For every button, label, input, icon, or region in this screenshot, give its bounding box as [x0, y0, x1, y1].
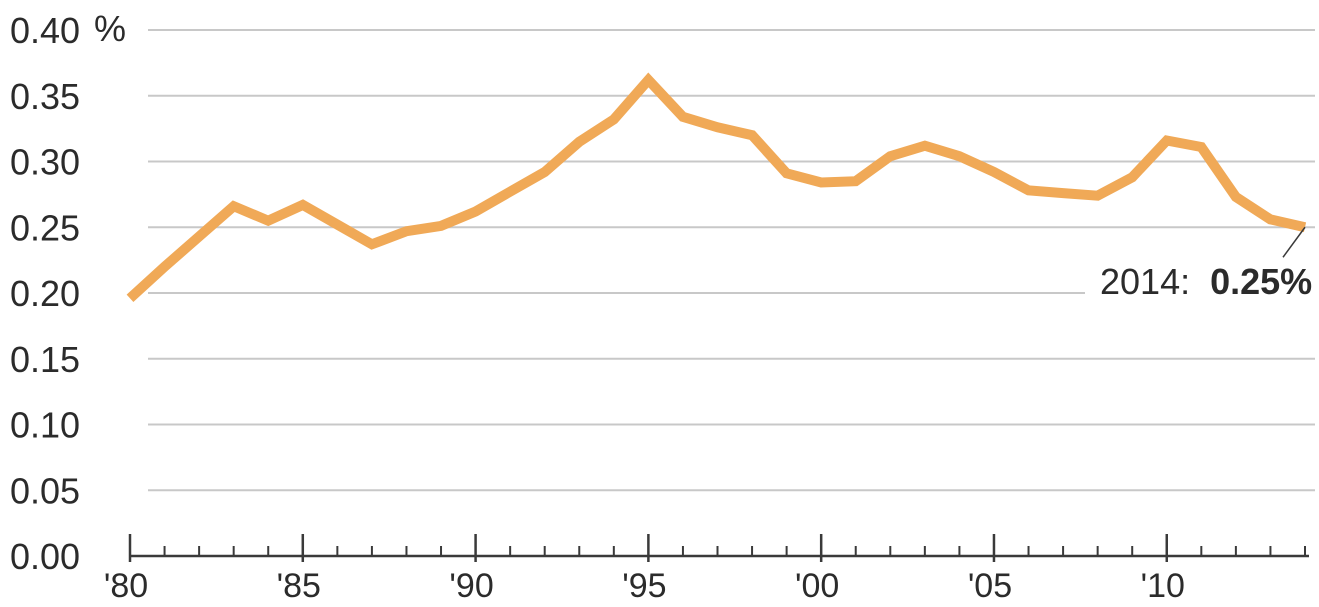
x-tick-label-'05: '05	[968, 567, 1012, 605]
annotation-group: 2014: 0.25%	[1085, 227, 1317, 302]
x-tick-label-'90: '90	[449, 567, 493, 605]
x-tick-label-'95: '95	[622, 567, 666, 605]
x-axis	[130, 534, 1309, 562]
x-tick-label-'80: '80	[104, 567, 148, 605]
y-unit-label: %	[94, 8, 126, 49]
annotation-value: 0.25%	[1210, 261, 1312, 302]
y-tick-label-0.00: 0.00	[10, 536, 80, 577]
y-axis-labels: 0.00 0.05 0.10 0.15 0.20 0.25 0.30 0.35 0.40%	[10, 8, 126, 577]
x-tick-label-'00: '00	[795, 567, 839, 605]
y-tick-label-0.40: 0.40	[10, 10, 80, 51]
y-tick-label-0.20: 0.20	[10, 273, 80, 314]
y-tick-label-0.25: 0.25	[10, 207, 80, 248]
y-tick-label-0.10: 0.10	[10, 405, 80, 446]
annotation-year: 2014:	[1100, 261, 1190, 302]
y-tick-label-0.15: 0.15	[10, 339, 80, 380]
y-tick-label-0.35: 0.35	[10, 76, 80, 117]
y-tick-label-0.30: 0.30	[10, 142, 80, 183]
x-tick-label-'85: '85	[277, 567, 321, 605]
y-tick-label-0.05: 0.05	[10, 470, 80, 511]
x-axis-labels: '80 '85 '90 '95 '00 '05 '10	[104, 567, 1185, 605]
annotation-leader-line	[1283, 227, 1305, 257]
x-tick-label-'10: '10	[1141, 567, 1185, 605]
